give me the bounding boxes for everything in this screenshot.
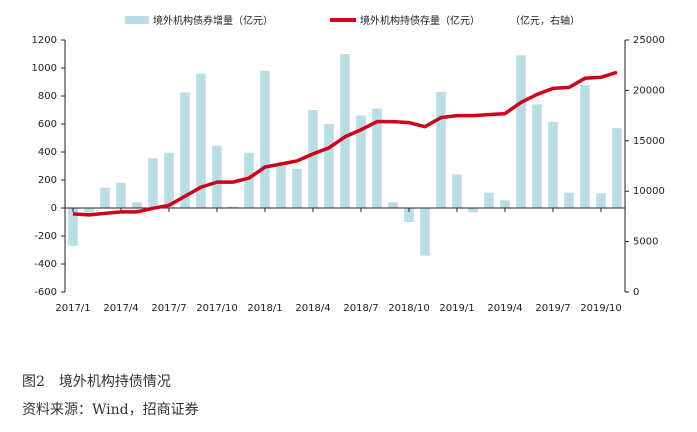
y-tick-label: 800 bbox=[38, 91, 57, 102]
bar bbox=[372, 108, 382, 208]
bar bbox=[564, 192, 574, 208]
bar bbox=[324, 124, 334, 208]
bar bbox=[116, 182, 126, 208]
bar bbox=[100, 187, 110, 208]
bar bbox=[356, 115, 366, 208]
line bbox=[72, 70, 618, 217]
y2-tick-label: 20000 bbox=[633, 85, 665, 96]
x-tick-label: 2018/1 bbox=[247, 303, 282, 314]
x-tick-label: 2017/10 bbox=[196, 303, 238, 314]
caption: 图2 境外机构持债情况 bbox=[22, 374, 171, 390]
bar bbox=[132, 202, 142, 208]
y2-tick-label: 0 bbox=[633, 287, 639, 298]
bar bbox=[292, 168, 302, 208]
bar bbox=[532, 104, 542, 208]
y-tick-label: -400 bbox=[34, 259, 57, 270]
bar bbox=[580, 84, 590, 208]
bar bbox=[164, 152, 174, 208]
bar bbox=[196, 73, 206, 208]
y-tick-label: -600 bbox=[34, 287, 57, 298]
legend-swatch-bar bbox=[125, 16, 149, 24]
bar bbox=[468, 208, 478, 213]
x-tick-label: 2017/4 bbox=[103, 303, 138, 314]
bar bbox=[404, 208, 414, 222]
bar bbox=[68, 208, 78, 246]
bar bbox=[500, 200, 510, 208]
bar bbox=[340, 54, 350, 208]
bar bbox=[612, 128, 622, 208]
x-tick-label: 2018/7 bbox=[343, 303, 378, 314]
y2-tick-label: 15000 bbox=[633, 136, 665, 147]
x-tick-label: 2017/1 bbox=[55, 303, 90, 314]
x-tick-label: 2017/7 bbox=[151, 303, 186, 314]
y-tick-label: 600 bbox=[38, 119, 57, 130]
y2-tick-label: 5000 bbox=[633, 237, 658, 248]
y-tick-label: 400 bbox=[38, 147, 57, 158]
legend-label: 境外机构持债存量（亿元） bbox=[360, 14, 480, 27]
source: 资料来源：Wind，招商证券 bbox=[22, 402, 199, 418]
y-tick-label: -200 bbox=[34, 231, 57, 242]
x-tick-label: 2019/1 bbox=[439, 303, 474, 314]
bar bbox=[244, 152, 254, 208]
bar bbox=[452, 174, 462, 208]
y2-tick-label: 25000 bbox=[633, 35, 665, 46]
bar bbox=[212, 145, 222, 208]
bar bbox=[228, 206, 238, 208]
annotation: （亿元，右轴） bbox=[510, 14, 580, 27]
bar bbox=[484, 192, 494, 208]
x-tick-label: 2018/4 bbox=[295, 303, 330, 314]
bar bbox=[516, 55, 526, 209]
bar bbox=[180, 92, 190, 208]
bar bbox=[596, 193, 606, 208]
bar bbox=[420, 208, 430, 256]
y-tick-label: 0 bbox=[51, 203, 57, 214]
bar bbox=[84, 208, 94, 213]
y2-tick-label: 10000 bbox=[633, 186, 665, 197]
y-tick-label: 1000 bbox=[32, 63, 57, 74]
bar bbox=[148, 158, 158, 208]
x-tick-label: 2019/10 bbox=[580, 303, 622, 314]
bar bbox=[436, 91, 446, 208]
x-tick-label: 2019/4 bbox=[487, 303, 522, 314]
bar bbox=[276, 166, 286, 208]
y-tick-label: 1200 bbox=[32, 35, 57, 46]
legend-label: 境外机构债券增量（亿元） bbox=[153, 14, 273, 27]
bar bbox=[388, 202, 398, 208]
x-tick-label: 2018/10 bbox=[388, 303, 430, 314]
bar bbox=[548, 121, 558, 208]
x-tick-label: 2019/7 bbox=[535, 303, 570, 314]
bar bbox=[308, 110, 318, 208]
y-tick-label: 200 bbox=[38, 175, 57, 186]
bar bbox=[260, 70, 270, 208]
